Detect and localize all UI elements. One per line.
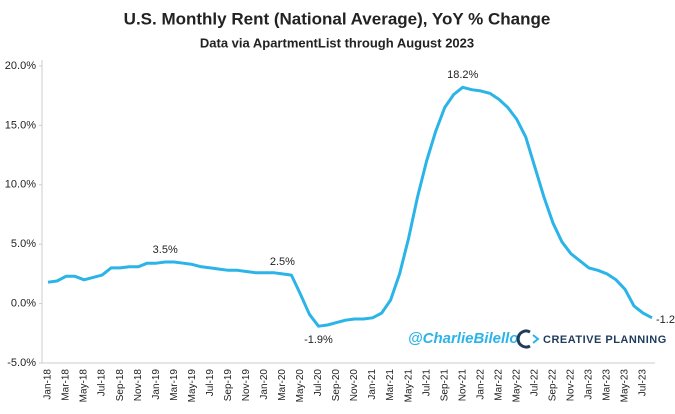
- x-tick-label: May-18: [79, 369, 90, 403]
- x-tick-label: Jan-19: [151, 369, 162, 400]
- x-tick-label: May-23: [620, 369, 631, 403]
- watermark-brand: CREATIVE PLANNING: [543, 334, 667, 346]
- x-tick-label: Mar-23: [602, 369, 613, 401]
- x-tick-label: Mar-20: [277, 369, 288, 401]
- y-tick-label: 20.0%: [5, 60, 36, 72]
- x-tick-label: May-21: [403, 369, 414, 403]
- data-label: -1.2%: [656, 314, 675, 326]
- data-label: 2.5%: [270, 256, 295, 268]
- data-label: 18.2%: [447, 69, 478, 81]
- x-tick-label: Jul-19: [205, 369, 216, 397]
- data-label: -1.9%: [304, 334, 333, 346]
- chart-title: U.S. Monthly Rent (National Average), Yo…: [124, 9, 551, 28]
- x-tick-label: Jan-20: [259, 369, 270, 400]
- x-tick-label: Jul-22: [529, 369, 540, 397]
- x-tick-label: Sep-21: [439, 369, 450, 402]
- x-tick-label: Jan-23: [584, 369, 595, 400]
- x-tick-label: May-22: [511, 369, 522, 403]
- x-tick-label: Mar-18: [61, 369, 72, 401]
- x-tick-label: Sep-19: [223, 369, 234, 402]
- x-tick-label: Jul-20: [313, 369, 324, 397]
- x-tick-label: Sep-20: [331, 369, 342, 402]
- x-tick-label: Nov-18: [133, 369, 144, 402]
- x-tick-label: Mar-19: [169, 369, 180, 401]
- x-tick-label: Sep-22: [548, 369, 559, 402]
- x-tick-label: Nov-20: [349, 369, 360, 402]
- x-tick-label: Jul-21: [421, 369, 432, 397]
- y-tick-label: 0.0%: [11, 297, 36, 309]
- x-tick-label: May-19: [187, 369, 198, 403]
- x-tick-label: Mar-21: [385, 369, 396, 401]
- x-tick-label: Jan-22: [475, 369, 486, 400]
- x-tick-label: Mar-22: [493, 369, 504, 401]
- watermark-handle: @CharlieBilello: [408, 330, 519, 347]
- x-tick-label: May-20: [295, 369, 306, 403]
- x-tick-label: Jan-21: [367, 369, 378, 400]
- line-series: [47, 85, 653, 328]
- y-tick-label: 5.0%: [11, 238, 36, 250]
- x-tick-label: Nov-21: [457, 369, 468, 402]
- x-tick-label: Jan-18: [43, 369, 54, 400]
- logo-icon: [516, 329, 540, 349]
- y-tick-label: 10.0%: [5, 179, 36, 191]
- x-tick-label: Jul-18: [97, 369, 108, 397]
- x-tick-label: Nov-19: [241, 369, 252, 402]
- x-tick-label: Jul-23: [638, 369, 649, 397]
- x-tick-label: Nov-22: [566, 369, 577, 402]
- chart-subtitle: Data via ApartmentList through August 20…: [200, 35, 474, 50]
- y-tick-label: -5.0%: [7, 357, 36, 369]
- x-tick-label: Sep-18: [115, 369, 126, 402]
- y-tick-label: 15.0%: [5, 119, 36, 131]
- data-label: 3.5%: [153, 244, 178, 256]
